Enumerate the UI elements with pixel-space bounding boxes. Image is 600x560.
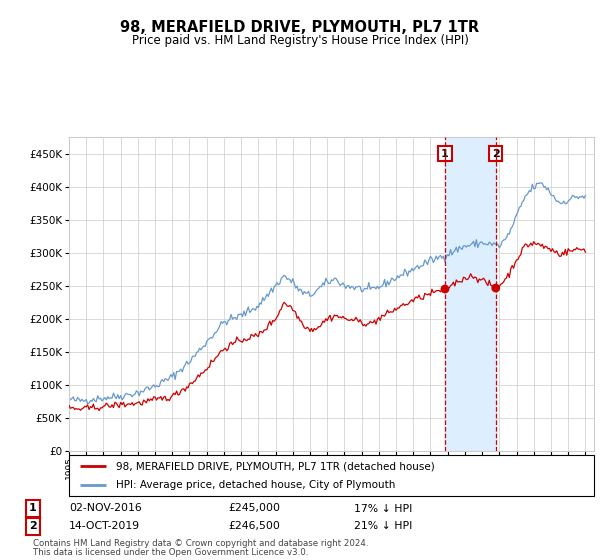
Text: 98, MERAFIELD DRIVE, PLYMOUTH, PL7 1TR: 98, MERAFIELD DRIVE, PLYMOUTH, PL7 1TR (121, 20, 479, 35)
Point (440, 284, 450, 293)
Text: HPI: Average price, detached house, City of Plymouth: HPI: Average price, detached house, City… (116, 480, 395, 489)
Text: Price paid vs. HM Land Registry's House Price Index (HPI): Price paid vs. HM Land Registry's House … (131, 34, 469, 46)
Text: 2: 2 (29, 521, 37, 531)
Text: 1: 1 (441, 149, 449, 158)
Text: 1: 1 (29, 503, 37, 514)
Text: 2: 2 (492, 149, 500, 158)
Text: £246,500: £246,500 (228, 521, 280, 531)
Text: Contains HM Land Registry data © Crown copyright and database right 2024.: Contains HM Land Registry data © Crown c… (33, 539, 368, 548)
Bar (445, 137, 496, 451)
Text: 98, MERAFIELD DRIVE, PLYMOUTH, PL7 1TR (detached house): 98, MERAFIELD DRIVE, PLYMOUTH, PL7 1TR (… (116, 461, 435, 471)
Point (491, 283, 500, 292)
Text: 21% ↓ HPI: 21% ↓ HPI (354, 521, 412, 531)
Text: 14-OCT-2019: 14-OCT-2019 (69, 521, 140, 531)
Text: This data is licensed under the Open Government Licence v3.0.: This data is licensed under the Open Gov… (33, 548, 308, 557)
Text: 02-NOV-2016: 02-NOV-2016 (69, 503, 142, 514)
FancyBboxPatch shape (69, 455, 594, 496)
Text: £245,000: £245,000 (228, 503, 280, 514)
Text: 17% ↓ HPI: 17% ↓ HPI (354, 503, 412, 514)
